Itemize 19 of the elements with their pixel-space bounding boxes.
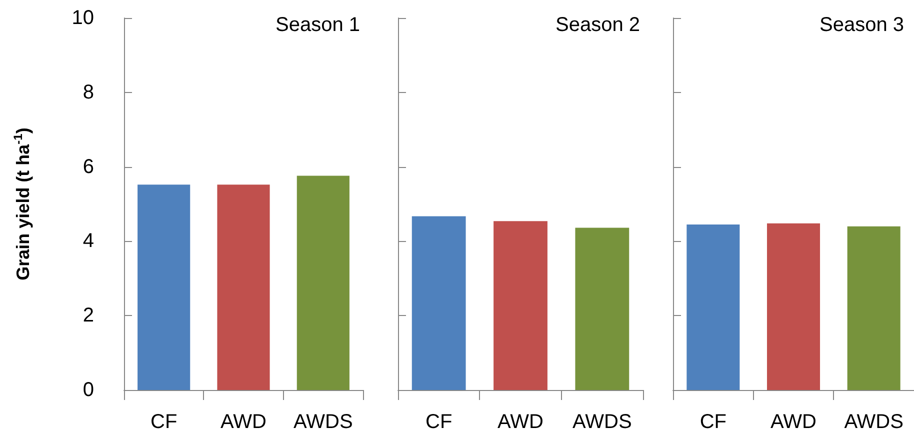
- y-tick-label: 6: [82, 156, 94, 178]
- x-tick-label: AWD: [770, 411, 816, 433]
- y-tick-label: 2: [82, 304, 94, 327]
- y-tick-label: 0: [82, 379, 94, 401]
- x-tick-label: AWDS: [294, 411, 353, 433]
- x-tick-label: AWDS: [844, 411, 904, 433]
- chart-title: Season 2: [555, 14, 640, 36]
- y-tick-label: 8: [82, 81, 94, 104]
- x-tick-label: AWD: [220, 411, 266, 433]
- y-axis-title: Grain yield (t ha-1): [11, 128, 33, 280]
- chart-title: Season 3: [819, 14, 904, 36]
- x-tick-label: AWD: [498, 411, 544, 433]
- x-tick-label: AWDS: [572, 411, 632, 433]
- y-tick-label: 10: [72, 7, 94, 29]
- x-tick-label: CF: [425, 411, 452, 433]
- y-tick-label: 4: [82, 230, 94, 252]
- chart-title: Season 1: [275, 14, 360, 36]
- x-tick-label: CF: [700, 411, 727, 433]
- x-tick-label: CF: [150, 411, 178, 433]
